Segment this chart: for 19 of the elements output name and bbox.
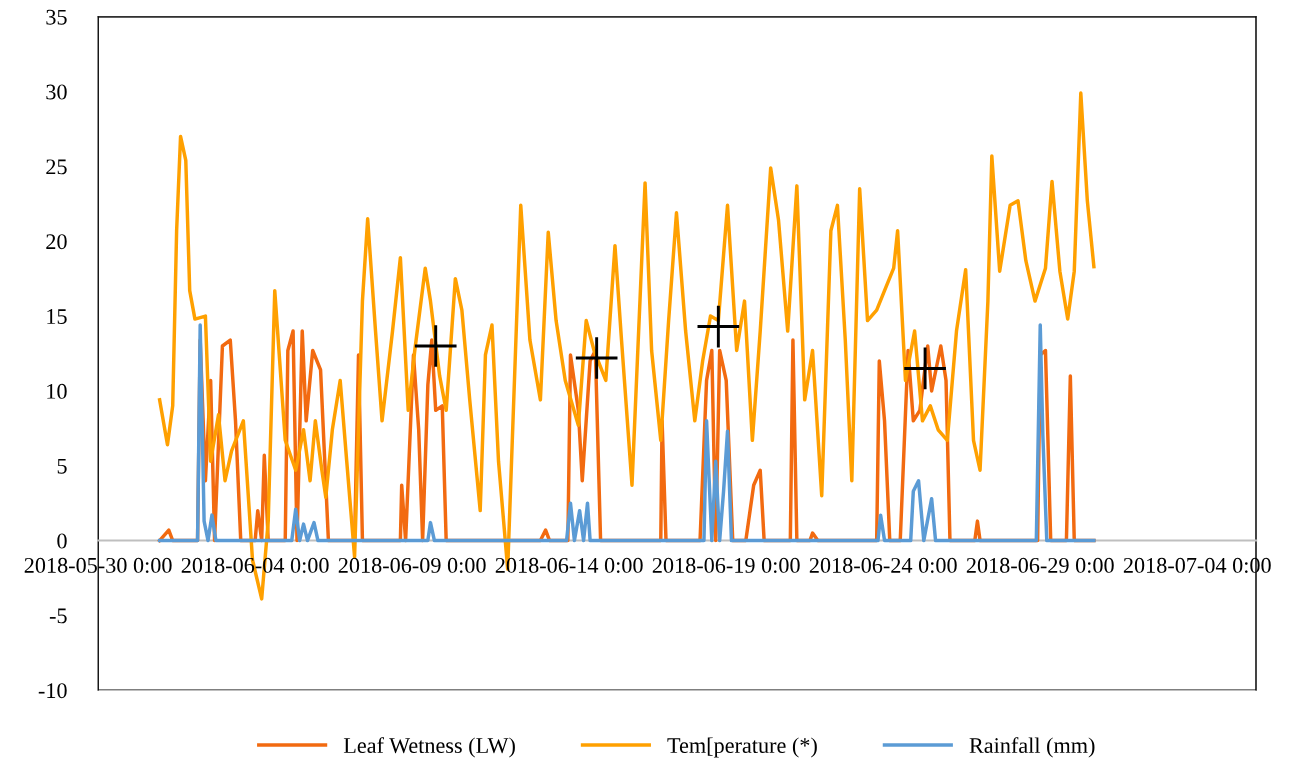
x-tick-label: 2018-06-29 0:00 <box>966 557 1114 573</box>
y-tick-label: 20 <box>46 234 67 250</box>
y-tick-label: 25 <box>46 159 67 175</box>
legend-label: Rainfall (mm) <box>969 737 1095 758</box>
y-tick-label: 15 <box>47 309 67 324</box>
y-tick-label: -5 <box>49 608 67 624</box>
y-tick-label: 0 <box>57 533 67 549</box>
y-tick-label: 10 <box>47 383 67 399</box>
y-tick-label: 35 <box>46 9 67 25</box>
y-tick-label: 30 <box>46 84 67 100</box>
y-tick-label: 5 <box>57 458 67 474</box>
point <box>904 347 946 390</box>
y-tick-label: -10 <box>38 683 67 699</box>
x-tick-label: 2018-06-09 0:00 <box>338 557 486 573</box>
x-tick-label: 2018-06-19 0:00 <box>652 557 800 573</box>
x-tick-label: 2018-06-24 0:00 <box>809 557 957 573</box>
legend-label: Tem[perature (*) <box>667 737 817 758</box>
point <box>697 305 740 348</box>
legend-label: Leaf Wetness (LW) <box>343 737 515 758</box>
